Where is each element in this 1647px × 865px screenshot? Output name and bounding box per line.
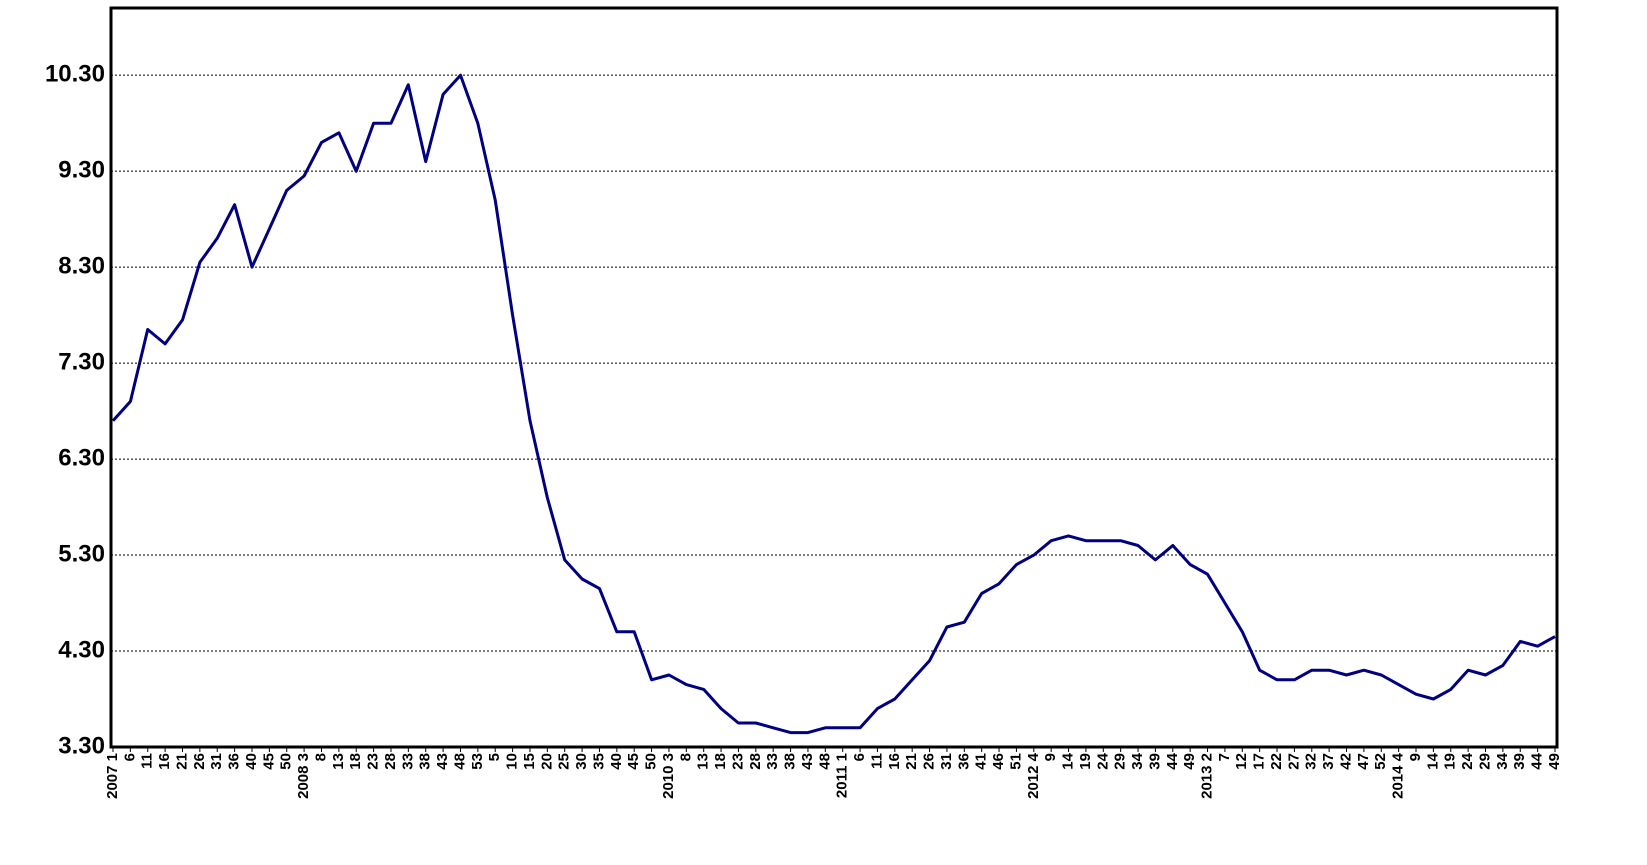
x-tick-label: 18	[347, 753, 364, 770]
x-tick-label: 9	[1407, 753, 1424, 761]
x-tick-label: 43	[799, 753, 816, 770]
x-tick-label: 7	[1216, 753, 1233, 761]
x-tick-label: 50	[278, 753, 295, 770]
x-tick-label: 48	[816, 753, 833, 770]
y-tick-label: 5.30	[58, 540, 105, 567]
y-tick-label: 7.30	[58, 348, 105, 375]
x-tick-label: 23	[365, 753, 382, 770]
x-tick-label: 30	[573, 753, 590, 770]
x-tick-label: 2012 4	[1025, 752, 1042, 799]
x-tick-label: 50	[643, 753, 660, 770]
x-tick-label: 26	[191, 753, 208, 770]
x-tick-label: 42	[1337, 753, 1354, 770]
x-tick-label: 26	[921, 753, 938, 770]
x-tick-label: 36	[226, 753, 243, 770]
y-tick-label: 10.30	[45, 61, 105, 88]
y-tick-label: 8.30	[58, 252, 105, 279]
x-tick-label: 31	[208, 753, 225, 770]
x-tick-label: 22	[1268, 753, 1285, 770]
x-tick-label: 37	[1320, 753, 1337, 770]
data-line	[111, 73, 1556, 735]
x-tick-label: 5	[486, 753, 503, 761]
x-tick-label: 31	[938, 753, 955, 770]
x-tick-label: 25	[556, 753, 573, 770]
x-tick-label: 49	[1546, 753, 1563, 770]
x-tick-label: 34	[1129, 752, 1146, 769]
x-tick-label: 11	[868, 753, 885, 769]
x-tick-label: 8	[677, 753, 694, 761]
x-tick-label: 14	[1424, 752, 1441, 769]
x-tick-label: 28	[382, 753, 399, 770]
y-tick-label: 4.30	[58, 636, 105, 663]
x-tick-label: 20	[538, 753, 555, 770]
x-tick-label: 18	[712, 753, 729, 770]
x-tick-label: 51	[1007, 753, 1024, 770]
x-tick-label: 12	[1233, 753, 1250, 770]
x-tick-label: 9	[1042, 753, 1059, 761]
x-tick-label: 15	[521, 753, 538, 770]
x-tick-label: 32	[1303, 753, 1320, 770]
x-tick-label: 21	[903, 753, 920, 770]
x-tick-label: 19	[1442, 753, 1459, 770]
plot-border	[109, 6, 1559, 749]
x-tick-label: 19	[1077, 753, 1094, 770]
x-tick-label: 38	[417, 753, 434, 770]
x-tick-label: 6	[121, 753, 138, 761]
x-tick-label: 39	[1511, 753, 1528, 770]
x-tick-label: 44	[1164, 752, 1181, 769]
x-tick-label: 6	[851, 753, 868, 761]
x-tick-label: 23	[729, 753, 746, 770]
x-tick-label: 2014 4	[1390, 752, 1407, 799]
x-tick-label: 16	[156, 753, 173, 770]
y-tick-label: 6.30	[58, 444, 105, 471]
x-tick-label: 11	[139, 753, 156, 769]
x-tick-label: 2008 3	[295, 753, 312, 799]
x-tick-label: 28	[747, 753, 764, 770]
x-tick-label: 44	[1529, 752, 1546, 769]
x-tick-label: 53	[469, 753, 486, 770]
x-tick-label: 13	[330, 753, 347, 770]
x-tick-label: 29	[1476, 753, 1493, 770]
x-tick-label: 45	[625, 753, 642, 770]
x-tick-label: 24	[1094, 752, 1111, 769]
x-tick-label: 2007 1	[104, 753, 121, 799]
x-tick-label: 49	[1181, 753, 1198, 770]
x-tick-label: 43	[434, 753, 451, 770]
x-tick-label: 2013 2	[1198, 753, 1215, 799]
x-tick-label: 17	[1251, 753, 1268, 770]
x-tick-label: 2011 1	[834, 753, 851, 798]
x-tick-label: 38	[782, 753, 799, 770]
x-tick-label: 36	[955, 753, 972, 770]
x-tick-label: 2010 3	[660, 753, 677, 799]
x-tick-label: 29	[1112, 753, 1129, 770]
x-tick-label: 10	[504, 753, 521, 770]
x-tick-label: 40	[243, 753, 260, 770]
x-tick-label: 21	[173, 753, 190, 770]
x-tick-label: 41	[973, 753, 990, 770]
x-tick-label: 46	[990, 753, 1007, 770]
x-tick-label: 47	[1355, 753, 1372, 770]
x-tick-label: 8	[312, 753, 329, 761]
x-tick-label: 39	[1146, 753, 1163, 770]
x-tick-label: 35	[590, 753, 607, 770]
x-tick-label: 40	[608, 753, 625, 770]
x-tick-label: 48	[451, 753, 468, 770]
x-tick-label: 14	[1060, 752, 1077, 769]
x-tick-label: 16	[886, 753, 903, 770]
y-tick-label: 3.30	[58, 732, 105, 759]
x-tick-label: 27	[1285, 753, 1302, 770]
y-tick-label: 9.30	[58, 156, 105, 183]
x-tick-label: 33	[399, 753, 416, 770]
x-tick-label: 34	[1494, 752, 1511, 769]
x-tick-label: 52	[1372, 753, 1389, 770]
x-tick-label: 45	[260, 753, 277, 770]
x-tick-label: 24	[1459, 752, 1476, 769]
x-tick-label: 13	[695, 753, 712, 770]
x-tick-label: 33	[764, 753, 781, 770]
